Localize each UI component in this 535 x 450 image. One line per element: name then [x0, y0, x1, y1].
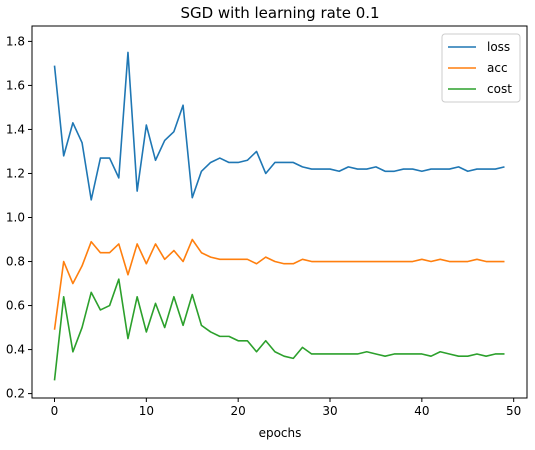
x-tick-label: 30: [322, 404, 337, 418]
x-tick-label: 0: [51, 404, 59, 418]
y-tick-label: 0.8: [6, 255, 25, 269]
y-tick-label: 1.6: [6, 78, 25, 92]
y-tick-label: 1.4: [6, 122, 25, 136]
y-tick-label: 1.2: [6, 166, 25, 180]
y-tick-label: 1.0: [6, 211, 25, 225]
y-tick-label: 0.4: [6, 343, 25, 357]
series-lines: [53, 51, 505, 381]
legend-label-acc: acc: [487, 61, 508, 75]
x-tick-label: 50: [506, 404, 521, 418]
chart-title: SGD with learning rate 0.1: [180, 4, 379, 22]
series-line-acc: [53, 238, 505, 330]
series-line-loss: [53, 51, 505, 201]
x-tick-label: 20: [231, 404, 246, 418]
x-axis-label: epochs: [259, 426, 302, 440]
x-tick-label: 40: [414, 404, 429, 418]
legend: loss acc cost: [441, 33, 521, 103]
y-tick-label: 1.8: [6, 34, 25, 48]
x-tick-label: 10: [139, 404, 154, 418]
plot-frame: [31, 25, 528, 399]
legend-label-loss: loss: [487, 40, 510, 54]
y-tick-label: 0.6: [6, 299, 25, 313]
axis-ticks: 0 10 20 30 40 50 0.2 0.4 0.6 0.8 1.0 1.2 1.4 1.6 1.8: [6, 34, 521, 418]
legend-label-cost: cost: [487, 82, 512, 96]
y-tick-label: 0.2: [6, 387, 25, 401]
legend-box: [441, 33, 521, 103]
series-line-cost: [53, 278, 505, 381]
